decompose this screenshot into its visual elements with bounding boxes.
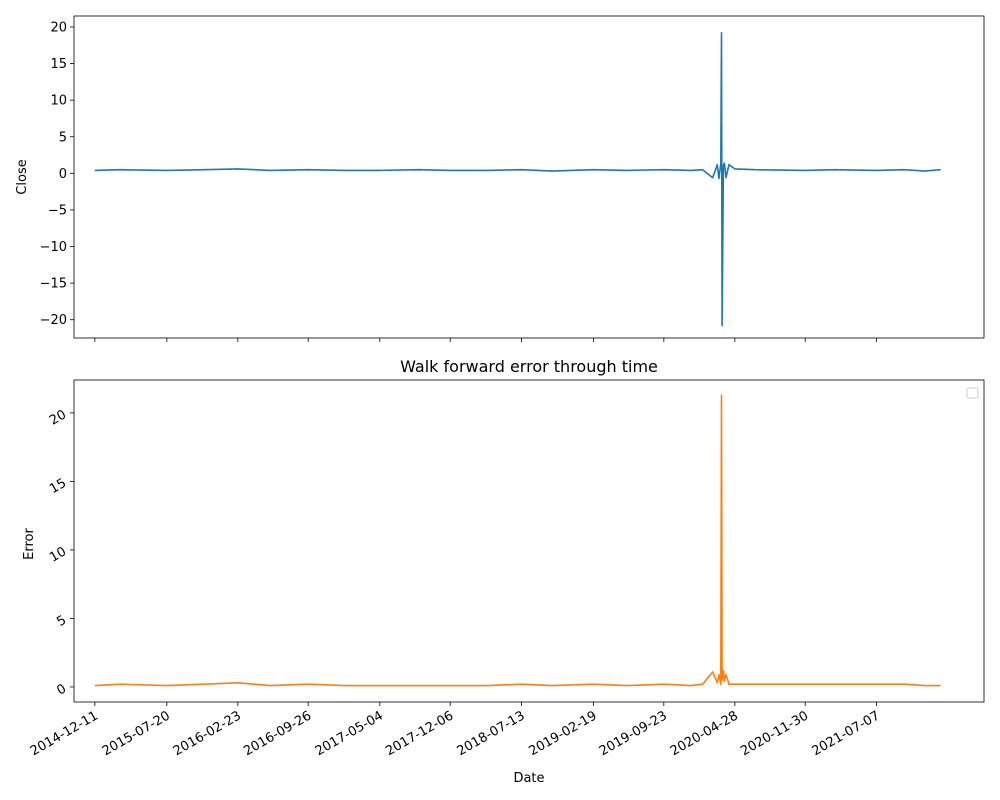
y-tick-label: 15 — [47, 476, 69, 497]
bottom-x-axis-label: Date — [513, 771, 544, 786]
y-tick-label: 5 — [59, 130, 67, 145]
series-line-0 — [94, 31, 941, 327]
y-tick-label: 10 — [47, 544, 69, 565]
legend-box — [966, 387, 979, 399]
top-y-axis-label: Close — [15, 159, 30, 194]
top-axes-frame — [73, 15, 985, 339]
y-tick-label: 0 — [59, 167, 67, 182]
series-line-0 — [94, 394, 941, 687]
y-tick-label: 10 — [50, 94, 67, 109]
bottom-y-axis-label: Error — [22, 528, 37, 560]
error-series-line — [94, 394, 941, 687]
y-tick-label: −5 — [48, 203, 67, 218]
top-x-ticks — [94, 338, 877, 342]
bottom-chart-title: Walk forward error through time — [400, 357, 658, 376]
top-axes: 20 15 10 5 0 −5 −10 −15 −20 Close — [15, 15, 985, 342]
y-tick-label: 20 — [47, 407, 69, 428]
y-tick-label: −20 — [40, 313, 67, 328]
y-tick-label: −10 — [40, 240, 67, 255]
y-tick-label: 20 — [50, 20, 67, 35]
y-tick-label: −15 — [40, 277, 67, 292]
top-y-ticks: 20 15 10 5 0 −5 −10 −15 −20 — [40, 20, 74, 328]
bottom-axes-frame — [73, 379, 985, 703]
close-series-line — [94, 31, 941, 327]
y-tick-label: 15 — [50, 57, 67, 72]
